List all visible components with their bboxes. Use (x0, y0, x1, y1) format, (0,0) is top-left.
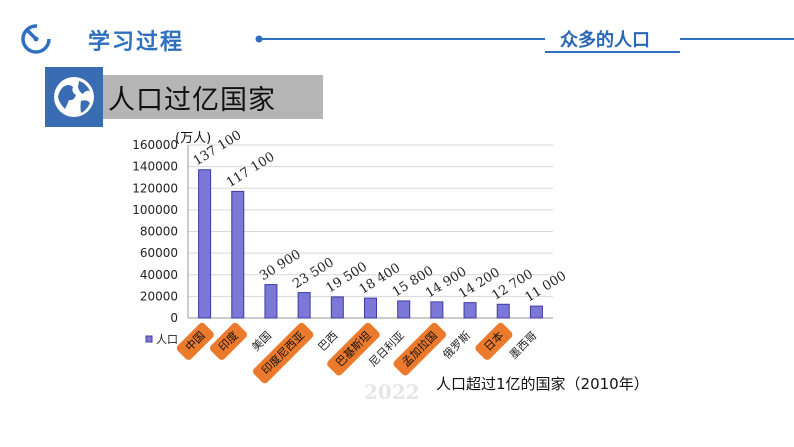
bar (330, 296, 344, 319)
category-label-group: 孟加拉国 (393, 322, 447, 376)
bar (364, 297, 377, 319)
bar (496, 303, 510, 319)
y-tick-label: 120000 (132, 181, 178, 195)
y-tick-label: 0 (170, 311, 178, 325)
category-label-group: 巴基斯坦 (327, 322, 380, 376)
category-label-group: 印度尼西亚 (253, 322, 314, 384)
category-label-group: 印度 (209, 322, 247, 360)
section-title-background (103, 75, 323, 119)
page-title: 学习过程 (88, 30, 185, 55)
legend-swatch (145, 335, 153, 343)
category-highlight (253, 322, 314, 384)
y-tick-label: 60000 (140, 246, 178, 260)
header-divider (255, 35, 794, 53)
bar (529, 305, 543, 319)
chart-caption: 人口超过1亿的国家（2010年） (436, 375, 649, 393)
category-highlight (327, 322, 380, 376)
y-tick-label: 100000 (132, 203, 178, 217)
x-tick-label: 巴西 (316, 329, 341, 354)
y-tick-label: 80000 (140, 225, 178, 239)
header-topic: 众多的人口 (560, 30, 650, 51)
category-highlight (393, 322, 447, 376)
bar (430, 301, 444, 319)
stopwatch-icon (21, 24, 51, 54)
category-label-group: 美国 (249, 329, 274, 354)
bar (264, 284, 278, 319)
bar (231, 190, 245, 319)
bar (198, 169, 212, 319)
category-label-group: 日本 (475, 322, 513, 360)
y-tick-label: 40000 (140, 268, 178, 282)
section-title: 人口过亿国家 (108, 85, 276, 116)
watermark: 2022 (364, 380, 420, 404)
x-tick-label: 巴基斯坦 (333, 328, 374, 369)
section-icon-box (45, 67, 103, 127)
y-tick-label: 20000 (140, 289, 178, 303)
y-tick-label: 160000 (132, 138, 178, 152)
x-tick-label: 孟加拉国 (399, 328, 440, 369)
bar (297, 292, 311, 319)
globe-icon (54, 77, 94, 117)
y-tick-label: 140000 (132, 160, 178, 174)
category-label-group: 中国 (176, 322, 214, 360)
bar (463, 302, 477, 319)
category-highlight (176, 322, 214, 360)
category-label-group: 巴西 (316, 329, 341, 354)
legend-label: 人口 (156, 333, 178, 346)
x-tick-label: 美国 (249, 329, 274, 354)
section-heading (45, 67, 323, 127)
y-axis-unit-label: (万人) (175, 131, 211, 146)
bar (397, 300, 411, 319)
category-highlight (209, 322, 247, 360)
category-highlight (475, 322, 513, 360)
data-label: 117 100 (224, 150, 278, 191)
